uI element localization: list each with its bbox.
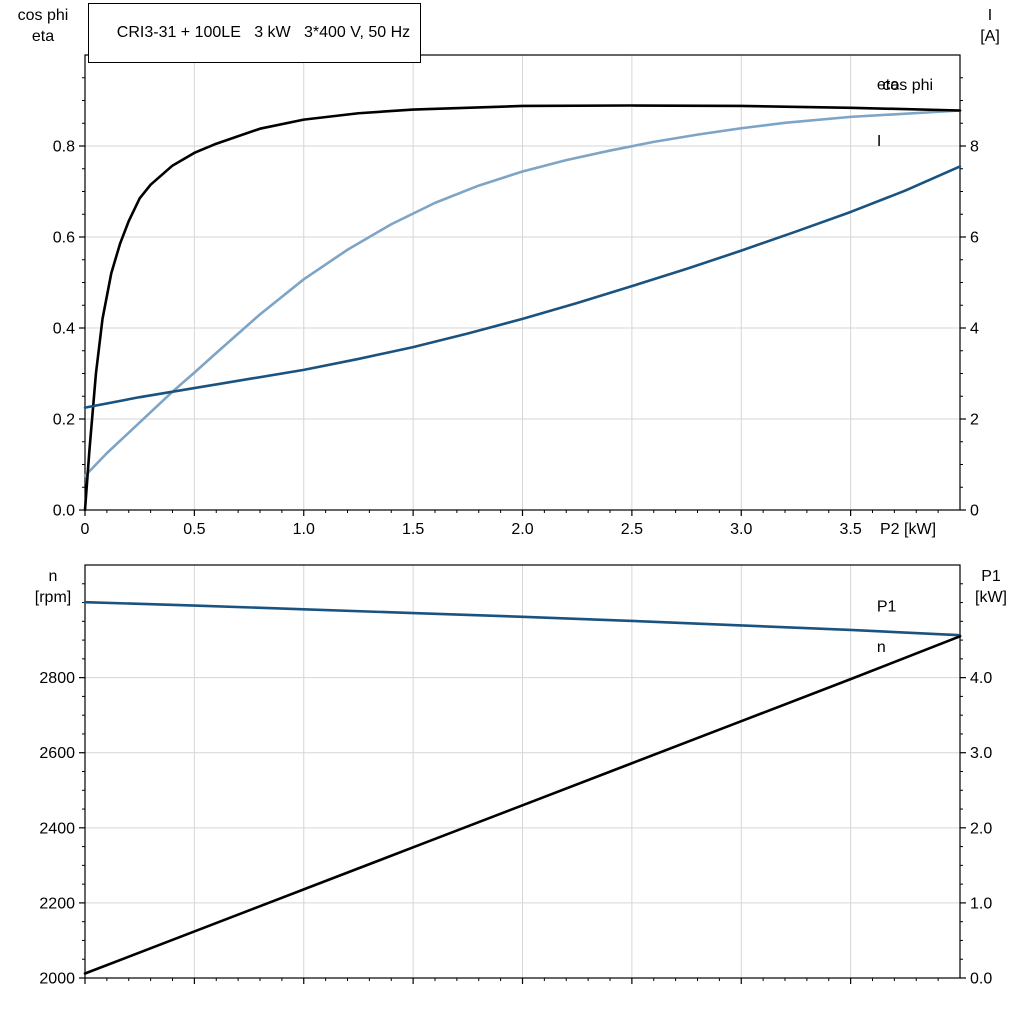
x-tick-label: 0.5	[183, 521, 205, 538]
y-right-tick-label: 2	[970, 412, 979, 429]
y-right-tick-label: 3.0	[970, 745, 992, 762]
x-tick-label: 1.5	[402, 521, 424, 538]
series-label-eta: eta	[877, 77, 899, 94]
axis-title-line: [kW]	[975, 589, 1007, 606]
y-left-tick-label: 2600	[39, 745, 75, 762]
bottom-chart-right-axis-title: P1 [kW]	[960, 566, 1022, 608]
axis-title-line: n	[48, 568, 58, 585]
curve-p1	[83, 635, 962, 975]
y-right-tick-label: 6	[970, 230, 979, 247]
axis-title-line: [A]	[980, 28, 1000, 45]
y-left-tick-label: 0.0	[53, 503, 75, 520]
y-left-tick-label: 2800	[39, 670, 75, 687]
bottom-chart: 2000 2200 2400 2600 2800 0.0 1.0 2.0 3.0 4.0 n P1	[39, 564, 992, 988]
y-right-tick-label: 0	[970, 503, 979, 520]
y-left-tick-label: 0.2	[53, 412, 75, 429]
y-left-tick-label: 0.8	[53, 139, 75, 156]
top-chart-right-axis-title: I [A]	[960, 5, 1020, 47]
y-right-tick-label: 0.0	[970, 971, 992, 988]
curve-i	[83, 165, 962, 409]
x-tick-label: 2.0	[511, 521, 533, 538]
axis-title-line: P1	[981, 568, 1001, 585]
x-tick-label: 3.5	[840, 521, 862, 538]
x-tick-label: 0	[81, 521, 90, 538]
y-left-tick-label: 2200	[39, 895, 75, 912]
y-left-tick-label: 2400	[39, 820, 75, 837]
x-tick-label: 2.5	[621, 521, 643, 538]
y-right-tick-label: 4	[970, 321, 979, 338]
axis-title-line: cos phi	[17, 7, 69, 24]
axis-title-line: eta	[31, 28, 55, 45]
y-left-tick-label: 0.4	[53, 321, 75, 338]
x-tick-label: 3.0	[730, 521, 752, 538]
curve-eta	[83, 104, 962, 512]
axis-title-line: I	[987, 7, 993, 24]
y-right-tick-label: 4.0	[970, 670, 992, 687]
y-left-tick-label: 2000	[39, 971, 75, 988]
curve-n	[83, 600, 962, 637]
series-label-n: n	[877, 639, 886, 656]
chart-title: CRI3-31 + 100LE 3 kW 3*400 V, 50 Hz	[116, 24, 411, 41]
y-left-tick-label: 0.6	[53, 230, 75, 247]
axis-title-line: [rpm]	[34, 589, 72, 606]
y-right-tick-label: 2.0	[970, 820, 992, 837]
y-right-tick-label: 8	[970, 139, 979, 156]
curve-cos-phi	[83, 109, 962, 478]
top-chart-left-axis-title: cos phi eta	[2, 5, 84, 47]
x-axis-unit-label: P2 [kW]	[880, 521, 936, 538]
bottom-chart-left-axis-title: n [rpm]	[16, 566, 90, 608]
series-label-cos-phi: cos phi	[882, 77, 933, 94]
top-chart: 0 0.5 1.0 1.5 2.0 2.5 3.0 3.5 P2 [kW] 0.0 0.2 0.4 0.…	[53, 54, 979, 538]
x-tick-label: 1.0	[293, 521, 315, 538]
series-label-i: I	[877, 133, 881, 150]
series-label-p1: P1	[877, 599, 897, 616]
chart-title-box: CRI3-31 + 100LE 3 kW 3*400 V, 50 Hz	[88, 3, 422, 63]
y-right-tick-label: 1.0	[970, 895, 992, 912]
